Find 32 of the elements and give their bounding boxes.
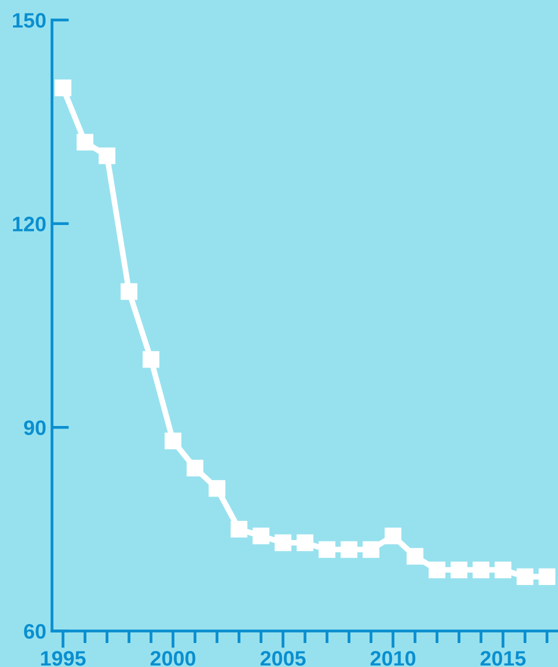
x-tick-label: 2005 [260, 650, 306, 666]
point [340, 541, 358, 558]
point [274, 534, 292, 552]
point [252, 528, 270, 544]
x-tick-label: 1995 [41, 650, 86, 666]
point [406, 548, 424, 565]
point [230, 520, 248, 538]
x-tick-label: 2010 [370, 650, 416, 666]
point [494, 562, 512, 578]
point [472, 562, 490, 578]
y-tick-label: 120 [13, 216, 46, 232]
point [362, 541, 380, 558]
point [318, 541, 336, 558]
point [164, 432, 182, 450]
point [186, 460, 204, 476]
point [208, 480, 226, 497]
x-tick-label: 2015 [480, 650, 526, 666]
y-tick-label: 90 [24, 420, 46, 436]
point [120, 283, 138, 300]
point [516, 568, 534, 586]
point [142, 351, 160, 368]
point [450, 562, 468, 578]
point [98, 147, 116, 164]
y-tick-label: 150 [13, 13, 46, 28]
point [76, 134, 94, 151]
point [54, 80, 72, 96]
x-tick-label: 2000 [150, 650, 196, 666]
point [538, 568, 556, 586]
point [428, 562, 446, 578]
point [384, 528, 402, 544]
point [296, 534, 314, 552]
y-tick-label: 60 [24, 624, 46, 639]
